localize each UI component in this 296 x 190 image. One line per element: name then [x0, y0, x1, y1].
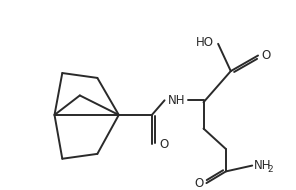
Text: O: O	[194, 177, 204, 190]
Text: HO: HO	[196, 36, 214, 49]
Text: NH: NH	[254, 159, 272, 172]
Text: O: O	[261, 49, 270, 62]
Text: 2: 2	[268, 165, 274, 174]
Text: NH: NH	[168, 94, 185, 107]
Text: O: O	[160, 138, 169, 151]
